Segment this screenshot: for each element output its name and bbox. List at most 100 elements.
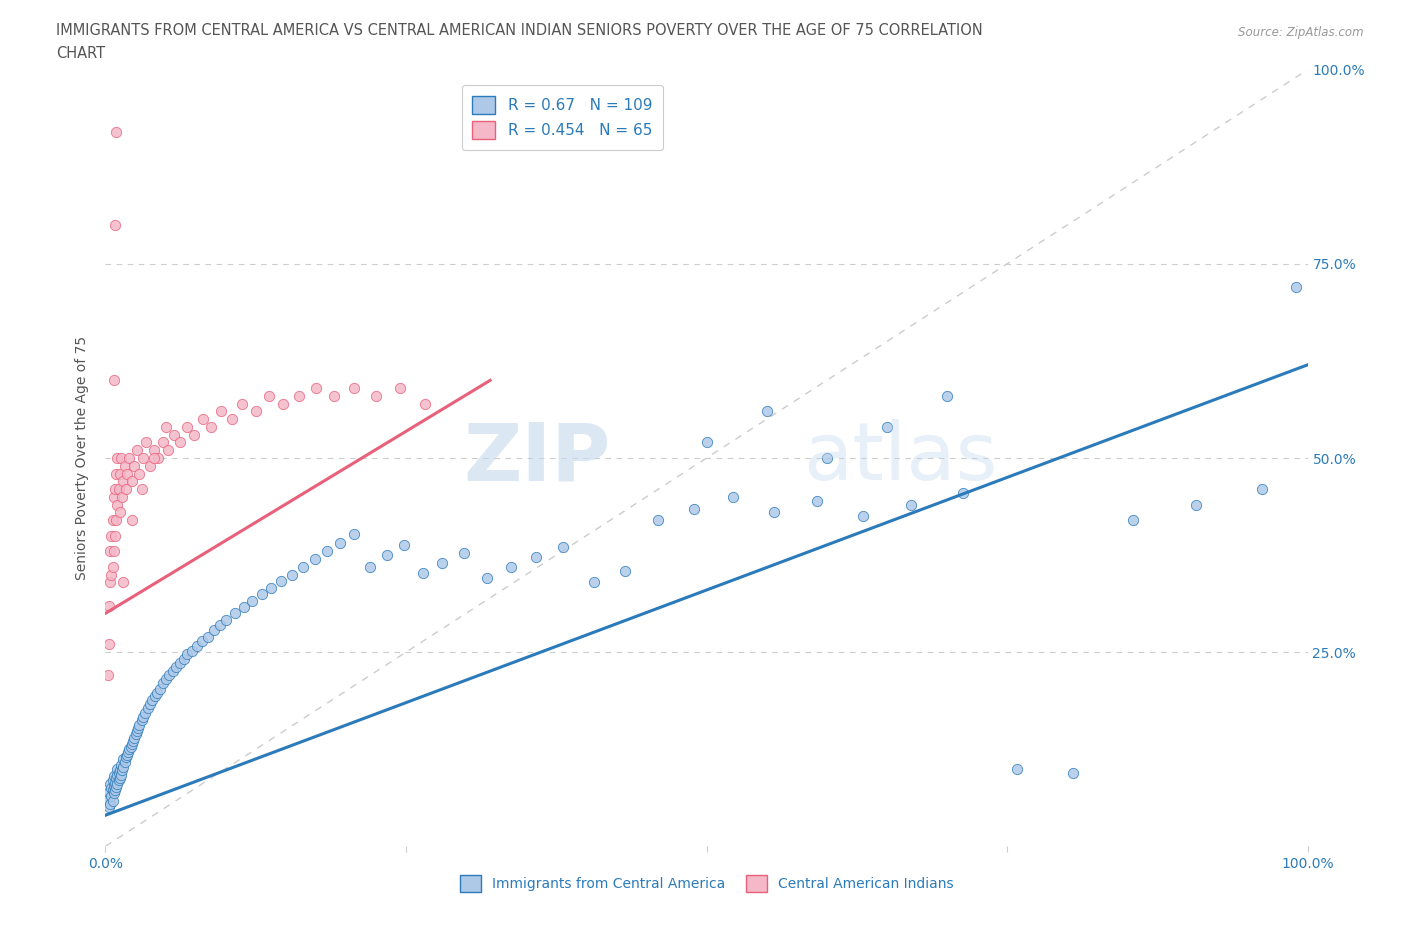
Point	[111, 763, 134, 777]
Point	[270, 573, 292, 588]
Point	[98, 637, 121, 652]
Point	[115, 747, 138, 762]
Point	[134, 705, 156, 720]
Point	[232, 600, 254, 615]
Point	[98, 785, 121, 800]
Text: CHART: CHART	[56, 46, 105, 61]
Point	[101, 794, 124, 809]
Point	[142, 451, 165, 466]
Point	[97, 668, 120, 683]
Point	[120, 739, 142, 754]
Point	[155, 671, 177, 686]
Point	[111, 489, 134, 504]
Point	[121, 474, 143, 489]
Text: Source: ZipAtlas.com: Source: ZipAtlas.com	[1239, 26, 1364, 39]
Point	[146, 685, 169, 700]
Point	[152, 435, 174, 450]
Point	[98, 544, 121, 559]
Point	[135, 435, 157, 450]
Point	[281, 567, 304, 582]
Point	[101, 783, 124, 798]
Point	[128, 466, 150, 481]
Point	[181, 644, 204, 658]
Point	[231, 396, 253, 411]
Point	[148, 681, 170, 696]
Point	[475, 571, 498, 586]
Point	[755, 404, 778, 418]
Point	[115, 482, 138, 497]
Point	[683, 501, 706, 516]
Point	[115, 750, 138, 764]
Point	[176, 647, 198, 662]
Point	[553, 540, 575, 555]
Point	[148, 451, 170, 466]
Point	[107, 765, 129, 780]
Point	[388, 380, 411, 395]
Point	[139, 697, 162, 711]
Point	[97, 792, 120, 807]
Point	[375, 548, 398, 563]
Point	[936, 389, 959, 404]
Point	[107, 451, 129, 466]
Point	[101, 559, 124, 574]
Point	[1284, 280, 1306, 295]
Point	[110, 757, 132, 772]
Point	[1122, 512, 1144, 527]
Point	[183, 427, 205, 442]
Point	[224, 606, 246, 621]
Point	[288, 389, 311, 404]
Point	[100, 789, 122, 804]
Point	[98, 800, 121, 815]
Point	[103, 373, 125, 388]
Point	[124, 458, 146, 473]
Point	[209, 404, 232, 418]
Point	[141, 693, 163, 708]
Point	[208, 618, 231, 632]
Point	[107, 761, 129, 776]
Point	[142, 443, 165, 458]
Point	[245, 404, 267, 418]
Point	[364, 389, 387, 404]
Point	[110, 451, 132, 466]
Point	[112, 760, 135, 775]
Point	[103, 769, 125, 784]
Point	[157, 668, 180, 683]
Point	[852, 509, 875, 524]
Point	[108, 505, 131, 520]
Point	[499, 559, 522, 574]
Point	[191, 412, 214, 427]
Point	[103, 778, 125, 793]
Point	[202, 623, 225, 638]
Point	[197, 630, 219, 644]
Point	[762, 505, 785, 520]
Point	[139, 458, 162, 473]
Point	[524, 550, 547, 565]
Point	[125, 443, 148, 458]
Point	[108, 771, 131, 786]
Point	[125, 724, 148, 738]
Point	[100, 567, 122, 582]
Point	[240, 593, 263, 608]
Point	[105, 125, 128, 140]
Point	[105, 466, 128, 481]
Point	[117, 744, 139, 759]
Point	[613, 564, 636, 578]
Point	[112, 575, 135, 590]
Point	[127, 721, 149, 736]
Point	[98, 777, 121, 791]
Point	[305, 380, 328, 395]
Point	[98, 575, 121, 590]
Point	[329, 536, 352, 551]
Point	[221, 412, 243, 427]
Point	[104, 783, 127, 798]
Point	[1251, 482, 1274, 497]
Point	[647, 512, 669, 527]
Point	[273, 396, 295, 411]
Point	[101, 773, 124, 788]
Point	[806, 493, 828, 508]
Point	[98, 796, 121, 811]
Point	[131, 482, 153, 497]
Point	[124, 727, 146, 742]
Point	[163, 427, 186, 442]
Point	[696, 435, 718, 450]
